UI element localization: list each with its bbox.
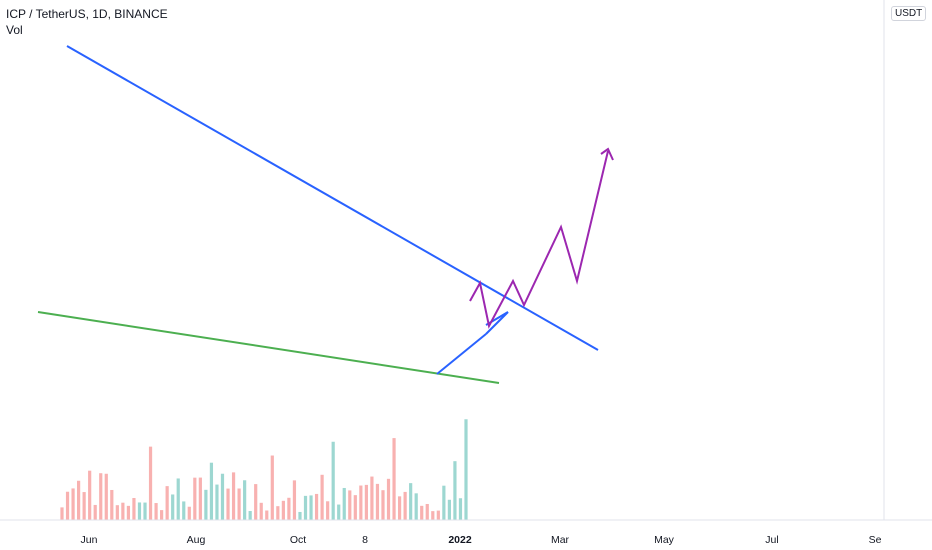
volume-bar — [243, 480, 247, 520]
volume-bar — [187, 506, 191, 520]
time-tick-label: Jul — [765, 534, 778, 546]
volume-bar — [115, 505, 119, 520]
volume-bar — [403, 491, 407, 520]
volume-bar — [276, 506, 280, 520]
volume-bar — [331, 441, 335, 520]
volume-bar — [193, 477, 197, 520]
time-tick-label: Jun — [81, 534, 98, 546]
volume-bar — [409, 483, 413, 520]
ascending-support-line — [37, 311, 500, 384]
volume-bar — [431, 511, 435, 520]
volume-bar — [464, 419, 468, 520]
volume-bar — [226, 488, 230, 520]
time-tick-label: 8 — [362, 534, 368, 546]
volume-bar — [143, 502, 147, 520]
time-tick-label: May — [654, 534, 675, 546]
volume-bar — [453, 461, 457, 520]
time-tick-label: Se — [869, 534, 882, 546]
time-tick-label: Aug — [187, 534, 206, 546]
volume-bar — [60, 507, 64, 520]
volume-bar — [265, 510, 269, 520]
volume-bar — [82, 492, 86, 520]
symbol-title[interactable]: ICP / TetherUS, 1D, BINANCE — [6, 7, 168, 21]
volume-bar — [160, 510, 164, 520]
volume-bar — [88, 470, 92, 520]
volume-bar — [171, 494, 175, 520]
volume-bar — [99, 473, 103, 520]
volume-bar — [248, 511, 252, 520]
volume-bar — [359, 485, 363, 520]
projected-path-arrowhead — [600, 147, 614, 161]
volume-bar — [337, 504, 341, 520]
volume-label[interactable]: Vol — [6, 23, 23, 37]
chart-legend: ICP / TetherUS, 1D, BINANCE Vol — [6, 6, 168, 38]
volume-bar — [215, 484, 219, 520]
volume-bar — [165, 486, 169, 520]
volume-bar — [314, 493, 319, 520]
up-channel-line — [436, 333, 487, 375]
volume-bar — [397, 496, 402, 520]
volume-bar — [270, 455, 274, 520]
volume-bar — [110, 489, 114, 520]
volume-bar — [220, 473, 225, 520]
projected-path — [469, 150, 609, 329]
volume-bar — [342, 487, 346, 520]
volume-bar — [281, 500, 285, 520]
volume-bar — [259, 502, 263, 520]
volume-bar — [104, 473, 108, 520]
volume-bar — [375, 483, 380, 520]
up-channel-line — [485, 311, 509, 335]
volume-bar — [154, 503, 158, 520]
time-tick-label: Oct — [290, 534, 306, 546]
time-axis[interactable]: Jun Aug Oct 8 2022 Mar May Jul Se — [0, 519, 932, 546]
volume-bars — [60, 419, 468, 520]
volume-bar — [77, 480, 81, 520]
price-axis[interactable]: 9.2011.0013.5016.0019.0023.0028.0042.005… — [883, 0, 926, 520]
volume-bar — [386, 478, 391, 520]
descending-resistance-line — [66, 45, 599, 351]
volume-bar — [436, 510, 440, 520]
volume-bar — [182, 501, 186, 520]
time-tick-label: 2022 — [448, 534, 472, 546]
time-tick-label: Mar — [551, 534, 570, 546]
volume-bar — [370, 476, 374, 520]
volume-bar — [287, 497, 291, 520]
volume-bar — [425, 503, 429, 520]
volume-bar — [231, 472, 236, 520]
volume-bar — [420, 505, 424, 520]
volume-bar — [137, 502, 142, 520]
volume-bar — [381, 490, 385, 520]
volume-bar — [148, 446, 153, 520]
chart-drawings: 86.4938.1733.1204:16:22 — [37, 45, 614, 384]
volume-bar — [353, 495, 357, 520]
volume-bar — [458, 498, 463, 520]
volume-bar — [303, 495, 308, 520]
volume-bar — [65, 491, 70, 520]
volume-bar — [364, 484, 368, 520]
volume-bar — [237, 488, 241, 520]
volume-bar — [392, 438, 396, 520]
volume-bar — [121, 502, 125, 520]
volume-bar — [198, 477, 202, 520]
volume-bar — [442, 485, 446, 520]
volume-bar — [126, 505, 131, 520]
volume-bar — [320, 474, 324, 520]
volume-bar — [93, 504, 97, 520]
volume-bar — [209, 462, 214, 520]
volume-bar — [254, 484, 258, 520]
volume-bar — [176, 478, 180, 520]
volume-bar — [348, 490, 352, 520]
volume-bar — [414, 493, 418, 520]
volume-bar — [447, 499, 451, 520]
volume-bar — [292, 480, 297, 520]
volume-bar — [204, 489, 208, 520]
volume-bar — [71, 488, 75, 520]
volume-bar — [309, 495, 313, 520]
currency-unit-badge[interactable]: USDT — [891, 6, 927, 21]
volume-bar — [326, 501, 330, 520]
volume-bar — [132, 497, 136, 520]
volume-bar — [298, 511, 302, 520]
